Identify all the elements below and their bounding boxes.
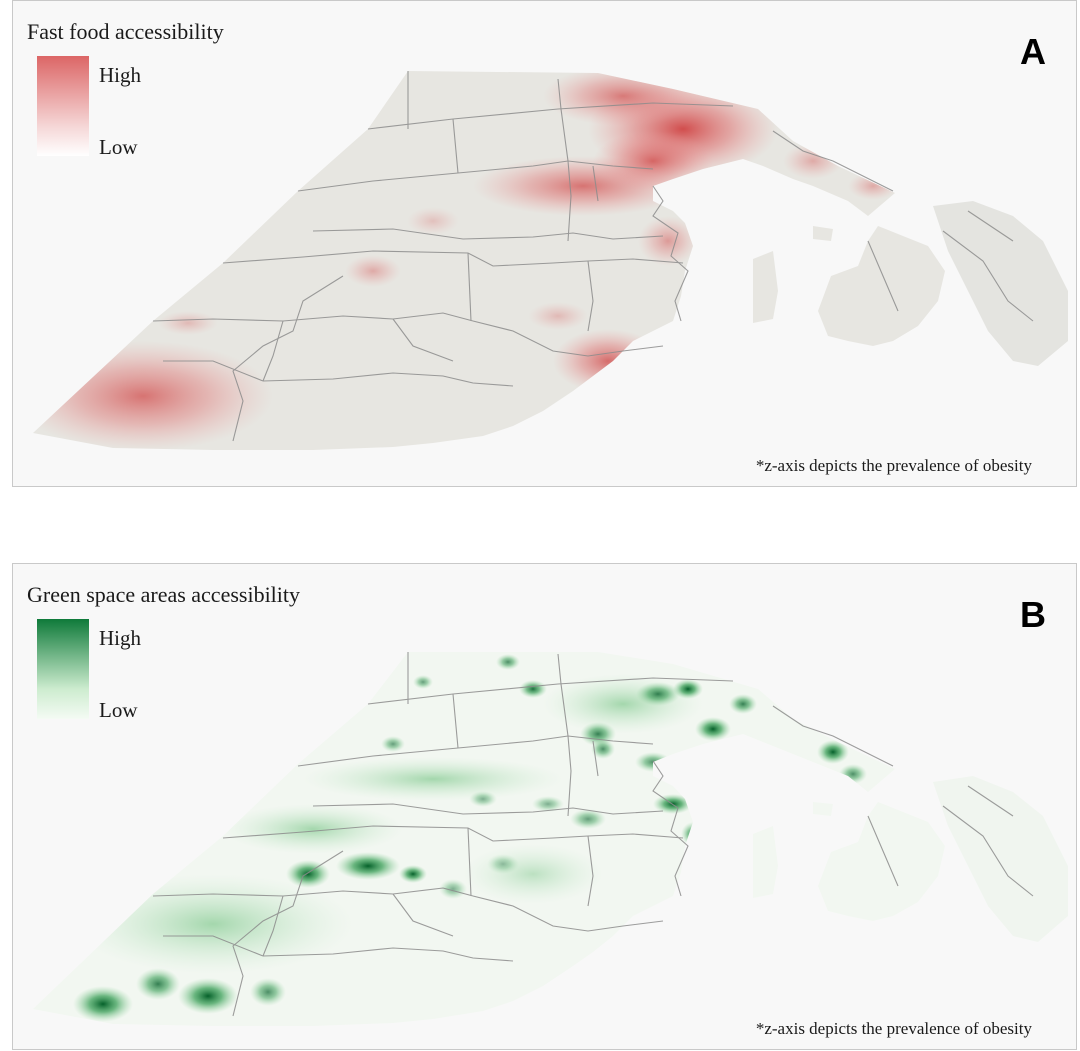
legend-low-label: Low — [99, 698, 138, 722]
footnote: *z-axis depicts the prevalence of obesit… — [755, 1019, 1032, 1038]
legend-high-label: High — [99, 626, 141, 650]
map-title: Green space areas accessibility — [27, 582, 301, 607]
map-title: Fast food accessibility — [27, 19, 224, 44]
obesity-terrain-map — [33, 652, 1068, 1026]
map-panel-fast-food: Fast food accessibility High Low A *z-ax… — [12, 0, 1077, 487]
footnote: *z-axis depicts the prevalence of obesit… — [755, 456, 1032, 475]
panel-label: B — [1020, 594, 1046, 635]
legend-high-label: High — [99, 63, 141, 87]
map-panel-green-space: Green space areas accessibility High Low… — [12, 563, 1077, 1050]
legend-color-ramp — [37, 56, 89, 156]
fast-food-density-layer — [33, 71, 895, 450]
legend-color-ramp — [37, 619, 89, 719]
obesity-terrain-map — [33, 71, 1068, 450]
region-boundaries — [152, 652, 1034, 1017]
region-boundaries — [152, 71, 1034, 442]
legend-low-label: Low — [99, 135, 138, 159]
panel-label: A — [1020, 31, 1046, 72]
